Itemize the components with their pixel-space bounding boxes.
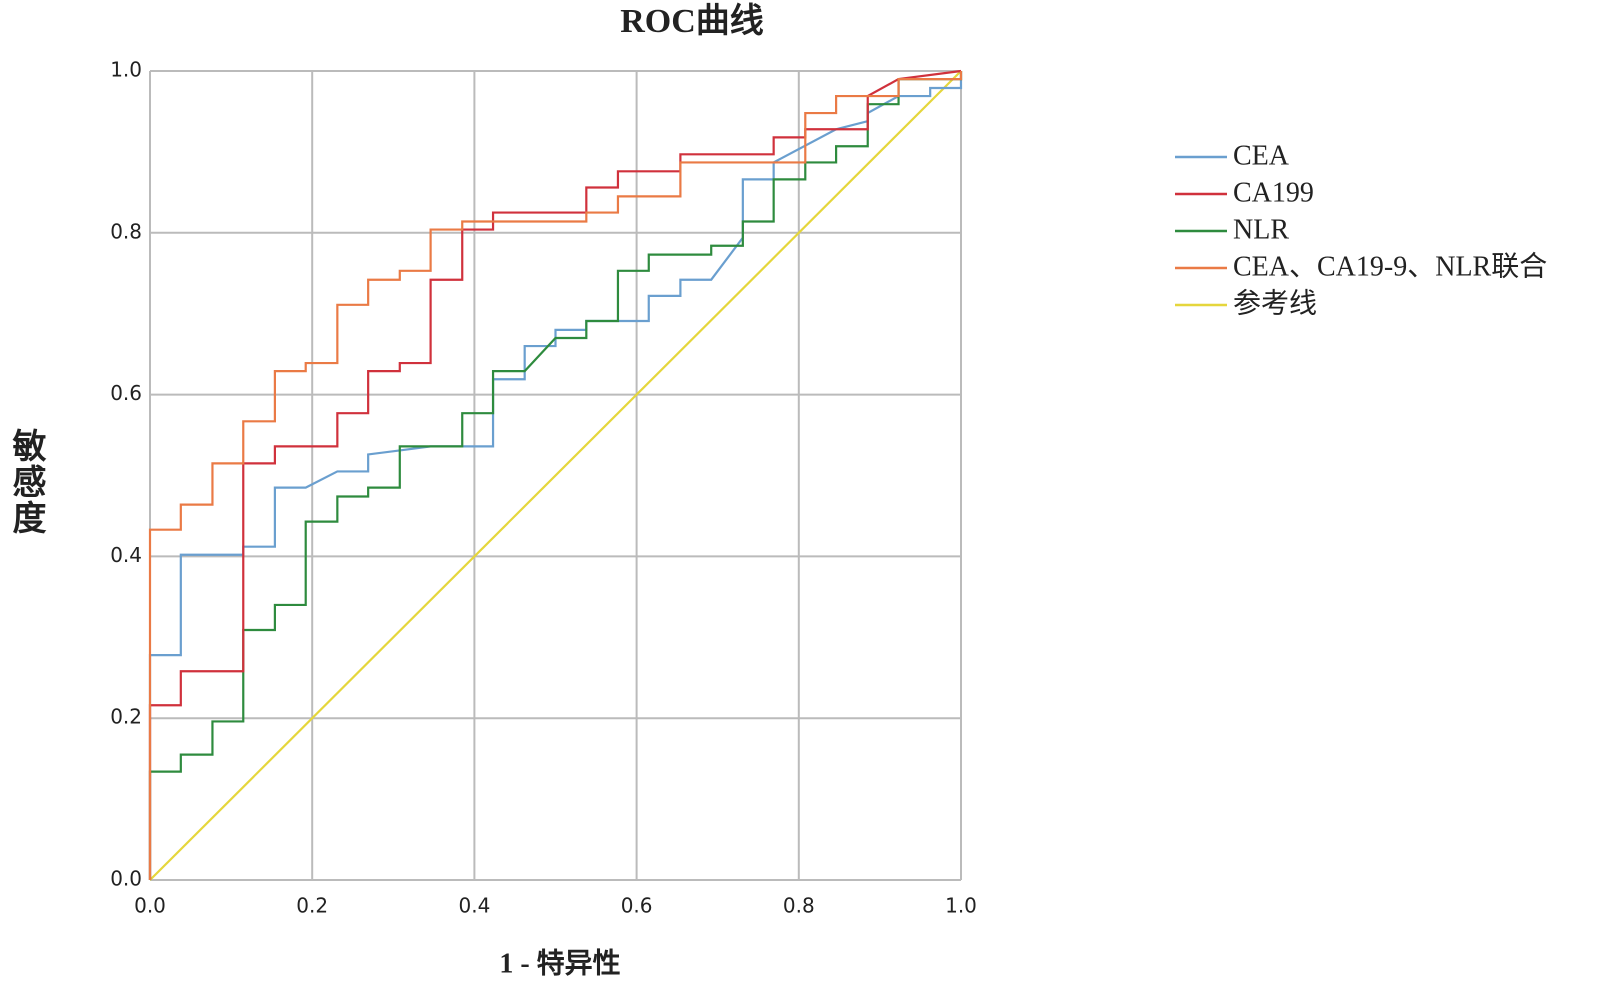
y-axis-label: 敏感度 <box>6 428 46 536</box>
y-tick-label: 0.6 <box>110 381 142 405</box>
x-axis-label: 1 - 特异性 <box>499 947 620 979</box>
roc-line <box>148 71 963 880</box>
chart-title: ROC曲线 <box>620 2 764 40</box>
y-tick-label: 0.8 <box>110 219 142 243</box>
roc-line <box>148 69 962 880</box>
x-tick-label: 0.6 <box>621 894 653 918</box>
x-tick-label: 1.0 <box>945 894 977 918</box>
y-tick-label: 0.2 <box>110 705 142 729</box>
y-tick-label: 1.0 <box>110 58 142 82</box>
x-tick-label: 0.2 <box>296 894 328 918</box>
legend-label: NLR <box>1233 214 1289 245</box>
roc-line <box>148 71 963 880</box>
y-tick-label: 0.0 <box>110 867 142 891</box>
x-tick-label: 0.4 <box>458 894 490 918</box>
x-tick-label: 0.8 <box>783 894 815 918</box>
roc-line <box>149 70 962 881</box>
y-tick-label: 0.4 <box>110 543 142 567</box>
legend-label: CA199 <box>1233 177 1314 208</box>
legend-label: 参考线 <box>1233 287 1317 319</box>
x-tick-label: 0.0 <box>134 894 166 918</box>
legend-label: CEA <box>1233 140 1290 171</box>
legend-label: CEA、CA19-9、NLR联合 <box>1233 250 1547 282</box>
